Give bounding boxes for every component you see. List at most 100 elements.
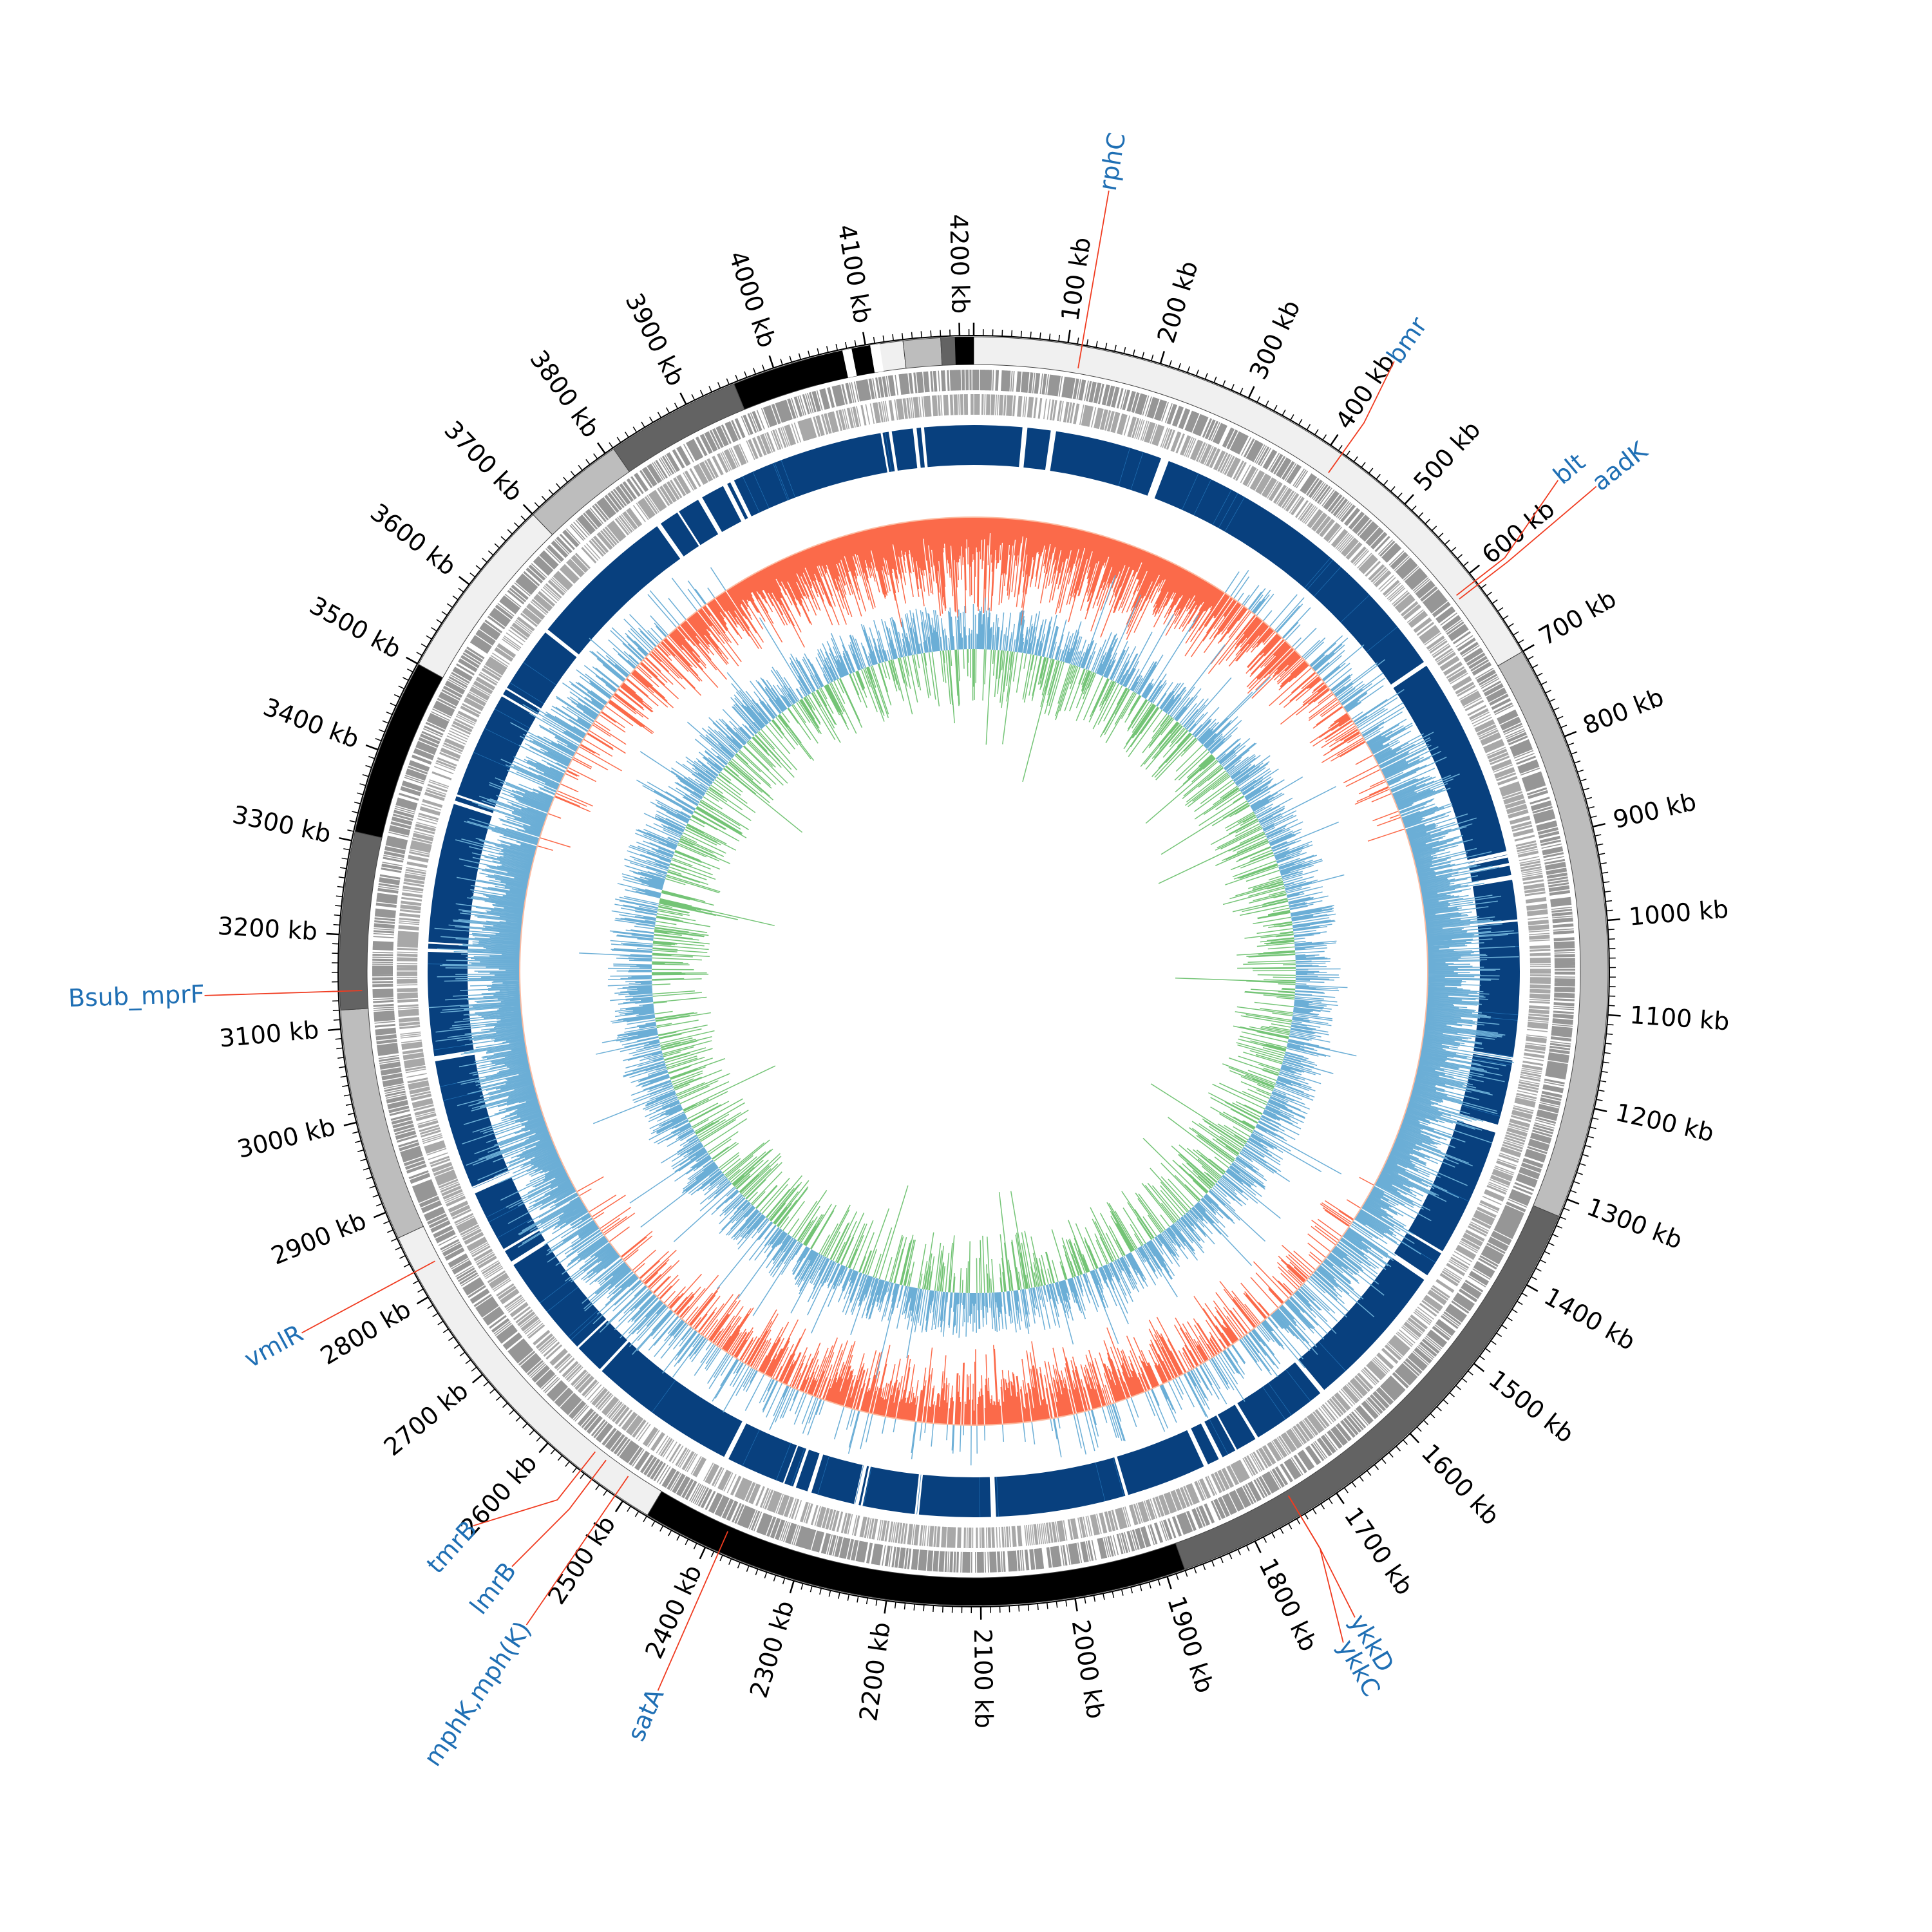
minor-tick <box>339 867 347 869</box>
blast-gap <box>1113 1455 1129 1497</box>
minor-tick <box>1596 1099 1603 1101</box>
minor-tick <box>529 1430 535 1435</box>
minor-tick <box>1046 1602 1048 1609</box>
gene-label-leader <box>1328 361 1395 473</box>
minor-tick <box>1604 1052 1611 1054</box>
minor-tick <box>362 774 369 777</box>
minor-tick <box>1114 345 1117 352</box>
tick-label: 1400 kb <box>1539 1282 1640 1356</box>
minor-tick <box>515 1416 521 1422</box>
minor-tick <box>1132 349 1135 356</box>
minor-tick <box>1239 388 1244 395</box>
major-tick <box>1564 730 1577 737</box>
minor-tick <box>412 1280 419 1285</box>
tick-label: 4000 kb <box>723 247 782 351</box>
blast-low-identity <box>996 1477 999 1517</box>
blast-gap <box>500 693 539 717</box>
minor-tick <box>1600 1080 1607 1083</box>
minor-tick <box>1608 1005 1615 1007</box>
minor-tick <box>1312 1508 1317 1515</box>
minor-tick <box>1204 373 1208 380</box>
feature-ring <box>372 369 1576 1573</box>
minor-tick <box>1086 339 1089 346</box>
minor-tick <box>1604 891 1611 893</box>
blast-gap <box>989 1475 996 1519</box>
minor-tick <box>1521 1293 1528 1297</box>
minor-tick <box>406 668 413 673</box>
minor-tick <box>368 755 375 759</box>
minor-tick <box>1148 1582 1151 1589</box>
minor-tick <box>565 1461 570 1467</box>
blast-low-identity <box>1262 1387 1286 1420</box>
minor-tick <box>1175 1573 1179 1580</box>
contig-segment <box>842 348 857 378</box>
minor-tick <box>375 1203 383 1207</box>
minor-tick <box>1579 1162 1586 1166</box>
minor-tick <box>1592 1117 1599 1120</box>
minor-tick <box>465 1359 471 1365</box>
blast-low-identity <box>817 1456 829 1495</box>
major-tick <box>406 656 418 665</box>
minor-tick <box>339 1066 346 1068</box>
minor-tick <box>923 1604 925 1612</box>
tick-label: 700 kb <box>1534 584 1621 651</box>
minor-tick <box>522 1423 528 1429</box>
skew-outer-deviation <box>579 574 1357 1379</box>
minor-tick <box>737 1562 741 1569</box>
minor-tick <box>345 1103 352 1106</box>
minor-tick <box>1438 533 1444 538</box>
minor-tick <box>1104 343 1108 350</box>
tick-label: 2700 kb <box>379 1376 474 1461</box>
minor-tick <box>1037 1603 1039 1611</box>
minor-tick <box>416 652 422 656</box>
tick-label: 3200 kb <box>217 912 318 946</box>
blast-low-identity <box>774 462 790 500</box>
minor-tick <box>1531 664 1539 668</box>
major-tick <box>1522 644 1535 652</box>
minor-tick <box>1518 639 1524 644</box>
major-tick <box>365 744 379 751</box>
minor-tick <box>585 459 591 465</box>
blast-gap <box>1186 1427 1209 1468</box>
skew-inner-deviation <box>651 649 1296 1293</box>
minor-tick <box>685 1539 689 1546</box>
minor-tick <box>1095 341 1098 348</box>
major-tick <box>1254 1540 1262 1553</box>
minor-tick <box>643 1515 647 1522</box>
minor-tick <box>482 558 488 563</box>
tick-label: 2500 kb <box>542 1511 621 1609</box>
minor-tick <box>426 635 432 640</box>
minor-tick <box>1193 1567 1197 1574</box>
minor-tick <box>421 643 428 648</box>
minor-tick <box>1598 853 1605 855</box>
minor-tick <box>1231 384 1235 391</box>
minor-tick <box>534 502 540 508</box>
minor-tick <box>1423 1419 1429 1425</box>
tick-label: 1300 kb <box>1583 1193 1686 1255</box>
blast-low-identity <box>540 1278 572 1303</box>
tick-label: 3400 kb <box>260 692 363 753</box>
minor-tick <box>1338 445 1343 451</box>
minor-tick <box>337 886 344 888</box>
minor-tick <box>390 703 397 706</box>
minor-tick <box>1431 526 1437 531</box>
tick-label: 3100 kb <box>218 1016 320 1053</box>
minor-tick <box>337 1057 345 1059</box>
minor-tick <box>502 1403 508 1408</box>
minor-tick <box>1605 1043 1612 1045</box>
minor-tick <box>1486 591 1493 596</box>
blast-gap <box>452 800 495 817</box>
minor-tick <box>1390 486 1396 492</box>
minor-tick <box>348 1112 355 1115</box>
blast-gap <box>676 510 701 547</box>
minor-tick <box>395 1246 402 1251</box>
major-tick <box>679 392 687 405</box>
minor-tick <box>1290 414 1294 421</box>
minor-tick <box>500 536 506 542</box>
minor-tick <box>1184 1570 1188 1577</box>
major-tick <box>416 1296 429 1305</box>
minor-tick <box>453 1344 460 1349</box>
minor-tick <box>634 1511 639 1517</box>
major-tick <box>597 442 606 454</box>
minor-tick <box>866 1598 868 1605</box>
